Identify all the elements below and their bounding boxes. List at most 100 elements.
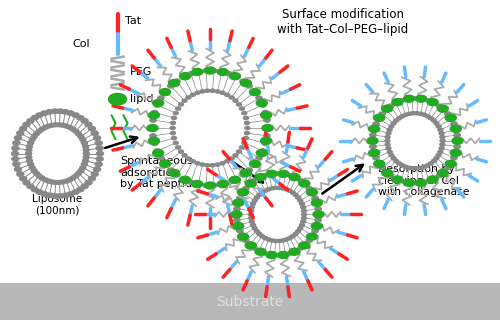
Circle shape (454, 133, 460, 137)
Circle shape (91, 131, 98, 135)
Circle shape (389, 154, 394, 157)
Circle shape (373, 156, 379, 160)
Circle shape (282, 172, 289, 176)
Circle shape (284, 188, 289, 191)
Circle shape (218, 182, 225, 186)
Circle shape (277, 239, 282, 243)
Circle shape (240, 191, 246, 195)
Circle shape (82, 141, 87, 145)
Circle shape (81, 184, 88, 188)
Text: lipid: lipid (130, 94, 154, 104)
Circle shape (27, 184, 34, 188)
Circle shape (392, 99, 403, 106)
Circle shape (234, 177, 239, 181)
Circle shape (220, 162, 225, 165)
Circle shape (84, 152, 89, 156)
Circle shape (248, 213, 254, 216)
Circle shape (370, 139, 376, 143)
Circle shape (28, 162, 34, 166)
Circle shape (388, 104, 394, 108)
Circle shape (260, 149, 266, 153)
Circle shape (296, 196, 300, 199)
Circle shape (391, 156, 396, 160)
Circle shape (452, 127, 459, 132)
Circle shape (266, 188, 271, 191)
Circle shape (315, 207, 322, 211)
Circle shape (367, 137, 378, 144)
Circle shape (188, 72, 194, 76)
Circle shape (238, 233, 248, 240)
Circle shape (240, 173, 246, 177)
Circle shape (238, 189, 248, 196)
Circle shape (180, 75, 186, 79)
Circle shape (436, 104, 442, 108)
Circle shape (236, 196, 243, 200)
Circle shape (394, 119, 398, 122)
Circle shape (218, 180, 228, 188)
Circle shape (386, 147, 391, 150)
Circle shape (62, 193, 69, 197)
Circle shape (52, 180, 59, 184)
Circle shape (158, 96, 164, 100)
Circle shape (300, 220, 306, 223)
Circle shape (178, 150, 184, 153)
Circle shape (190, 93, 196, 96)
Circle shape (67, 125, 73, 129)
Circle shape (272, 172, 278, 176)
Circle shape (262, 110, 268, 115)
Circle shape (302, 242, 308, 246)
Circle shape (12, 146, 19, 150)
Circle shape (108, 93, 126, 105)
Circle shape (52, 109, 59, 113)
Circle shape (240, 107, 244, 110)
Circle shape (88, 126, 96, 131)
Circle shape (432, 101, 438, 105)
Circle shape (264, 126, 270, 130)
Circle shape (385, 135, 390, 139)
Circle shape (436, 125, 441, 128)
Circle shape (414, 181, 421, 185)
Circle shape (52, 123, 59, 127)
Circle shape (280, 187, 285, 190)
Circle shape (432, 177, 438, 180)
Circle shape (414, 167, 420, 170)
Circle shape (60, 123, 66, 127)
Circle shape (313, 211, 324, 218)
Circle shape (200, 163, 205, 166)
Circle shape (60, 180, 66, 184)
Circle shape (20, 126, 26, 131)
Circle shape (439, 132, 444, 135)
Circle shape (204, 67, 216, 74)
Circle shape (300, 206, 306, 209)
Circle shape (422, 165, 427, 168)
Circle shape (302, 182, 308, 187)
Circle shape (192, 180, 202, 188)
Circle shape (379, 112, 385, 116)
Circle shape (315, 218, 322, 222)
Circle shape (203, 68, 209, 73)
Circle shape (85, 122, 92, 127)
Circle shape (80, 166, 86, 170)
Circle shape (403, 165, 408, 168)
Circle shape (302, 216, 306, 220)
Circle shape (152, 110, 158, 115)
Circle shape (256, 149, 268, 156)
Circle shape (250, 246, 257, 250)
Circle shape (88, 176, 96, 181)
Circle shape (168, 80, 179, 87)
Circle shape (244, 121, 250, 124)
Circle shape (154, 103, 160, 107)
Circle shape (36, 190, 43, 194)
Circle shape (260, 103, 266, 107)
Circle shape (420, 180, 427, 184)
Circle shape (154, 149, 160, 153)
Circle shape (67, 178, 73, 182)
Circle shape (409, 96, 416, 100)
Circle shape (220, 91, 225, 94)
Circle shape (83, 155, 89, 159)
Circle shape (26, 152, 32, 156)
Circle shape (289, 248, 300, 255)
Circle shape (273, 186, 278, 189)
Circle shape (400, 164, 405, 167)
Circle shape (387, 128, 392, 132)
